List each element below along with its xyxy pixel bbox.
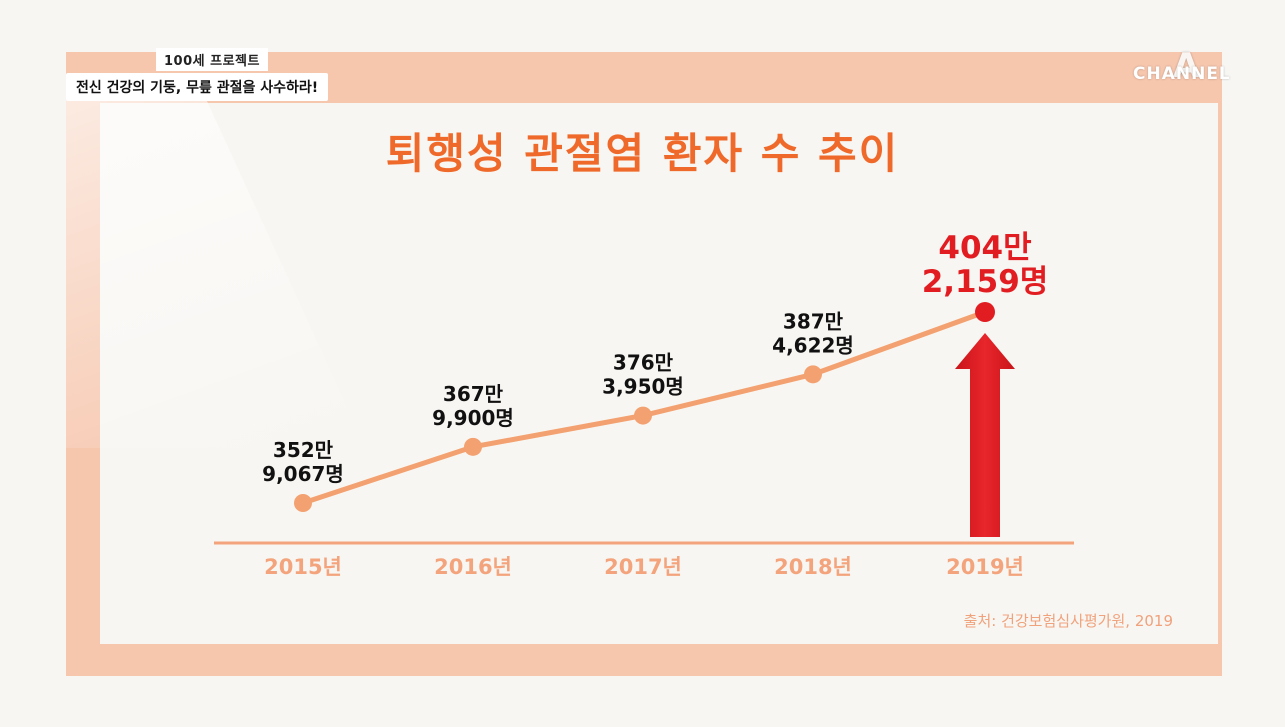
highlight-up-arrow-icon [955,333,1015,537]
data-point [634,406,652,425]
x-tick-label: 2017년 [604,555,682,579]
data-point [464,437,482,456]
source-note: 출처: 건강보험심사평가원, 2019 [963,612,1173,630]
chart-title: 퇴행성 관절염 환자 수 추이 [385,129,900,178]
data-label: 367만 9,900명 [432,382,514,430]
episode-subtitle: 전신 건강의 기둥, 무릎 관절을 사수하라! [66,73,329,101]
data-point [975,302,995,322]
data-point [804,365,822,384]
x-tick-label: 2019년 [946,555,1024,579]
x-tick-label: 2018년 [774,555,852,579]
data-label: 387만 4,622명 [772,309,854,357]
data-label: 404만 2,159명 [922,230,1049,300]
data-label: 376만 3,950명 [602,351,684,399]
program-caption: 100세 프로젝트 전신 건강의 기둥, 무릎 관절을 사수하라! [66,48,329,101]
x-tick-label: 2015년 [264,555,342,579]
data-point [294,494,312,512]
x-tick-label: 2016년 [434,555,512,579]
program-name: 100세 프로젝트 [156,48,268,71]
data-label: 352만 9,067명 [262,438,344,486]
channel-logo-text: CHANNEL [1133,64,1231,84]
channel-a-icon: A [1173,46,1201,86]
